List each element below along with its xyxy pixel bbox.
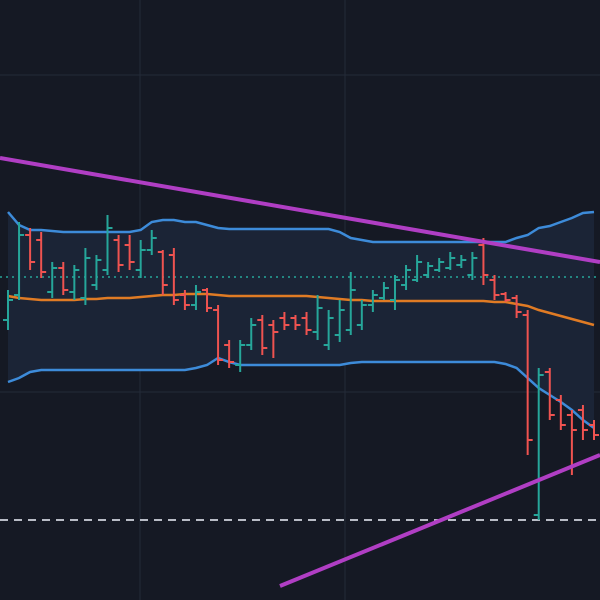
band-line [7, 210, 595, 244]
bands [7, 210, 595, 430]
band-line [7, 356, 595, 430]
band-line [7, 292, 595, 327]
trend-line [279, 453, 600, 588]
band-area [8, 212, 594, 428]
ohlc-bars [3, 215, 599, 520]
trend-line [0, 156, 600, 264]
band-fill [8, 212, 594, 428]
